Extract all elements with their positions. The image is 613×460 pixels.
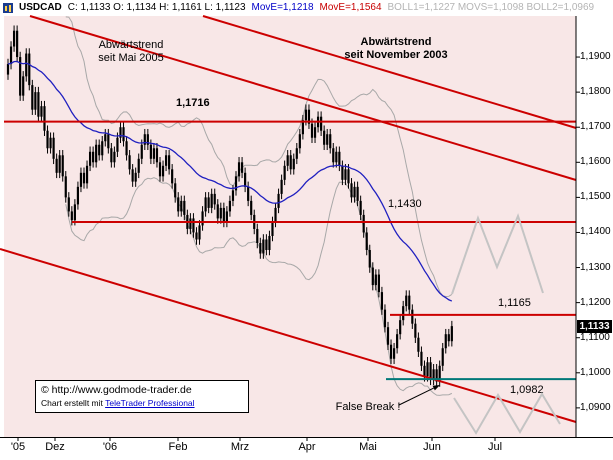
- annotation-trend-nov-2003: seit November 2003: [344, 49, 447, 61]
- y-axis-label: 1,1200: [580, 296, 611, 308]
- x-axis-label: Jul: [487, 441, 503, 453]
- boll-values: BOLL1=1,1227 MOVS=1,1098 BOLL2=1,0969: [387, 2, 595, 13]
- horizontal-levels: 1,1716 1,1430 1,1165 1,0982: [4, 97, 576, 396]
- y-axis-label: 1,1900: [580, 51, 611, 63]
- x-axis-label: Mrz: [230, 441, 250, 453]
- watermark-box: © http://www.godmode-trader.de Chart ers…: [35, 380, 249, 413]
- downtrend-mai-2005-upper: [29, 15, 577, 181]
- y-axis-label: 1,1800: [580, 86, 611, 98]
- x-axis-label: '06: [102, 441, 118, 453]
- watermark-credit: Chart erstellt mit TeleTrader Profession…: [41, 398, 243, 408]
- y-axis-label: 1,1300: [580, 261, 611, 273]
- current-price-tag: 1,1133: [577, 319, 612, 333]
- y-axis-label: 1,0900: [580, 401, 611, 413]
- y-axis-label: 1,1700: [580, 121, 611, 133]
- annotation-trend-mai-2005: seit Mai 2005: [98, 52, 163, 64]
- x-axis-label: Dez: [45, 441, 65, 453]
- watermark-url[interactable]: © http://www.godmode-trader.de: [41, 384, 192, 396]
- y-axis-label: 1,1400: [580, 226, 611, 238]
- level-label-1,1716: 1,1716: [176, 97, 210, 109]
- downtrend-nov-2003: [202, 15, 577, 129]
- x-axis-label: '05: [10, 441, 26, 453]
- annotation-trend-nov-2003: Abwärtstrend: [361, 36, 432, 48]
- x-axis-label: Jun: [423, 441, 441, 453]
- y-axis-label: 1,1000: [580, 366, 611, 378]
- axis-frame: [0, 16, 613, 441]
- watermark-credit-text: Chart erstellt mit: [41, 398, 106, 408]
- downtrend-mai-2005-lower: [0, 248, 577, 423]
- x-axis-label: Apr: [298, 441, 316, 453]
- x-axis-label: Mai: [359, 441, 377, 453]
- candles-layer: [6, 25, 453, 387]
- mov-e2-value: MovE=1,1564: [319, 2, 382, 13]
- x-axis-label: Feb: [168, 441, 188, 453]
- teletrader-link[interactable]: TeleTrader Professional: [105, 398, 195, 408]
- plot-background: [4, 16, 576, 437]
- title-bar: USDCAD C: 1,1133 O: 1,1134 H: 1,1161 L: …: [0, 0, 613, 15]
- moving-average-line: [7, 60, 453, 302]
- projection-paths: [451, 213, 561, 435]
- level-label-1,0982: 1,0982: [510, 384, 544, 396]
- bollinger-lower: [65, 177, 453, 396]
- ohlc-values: C: 1,1133 O: 1,1134 H: 1,1161 L: 1,1123: [67, 2, 246, 13]
- bollinger-bands: [65, 16, 453, 396]
- scenario-upper: [451, 213, 544, 295]
- bollinger-upper: [65, 16, 453, 298]
- y-axis-label: 1,1500: [580, 191, 611, 203]
- level-label-1,1165: 1,1165: [498, 297, 531, 309]
- symbol-label: USDCAD: [19, 2, 62, 13]
- annotation-false-break: False Break !: [336, 401, 401, 413]
- trendlines: [0, 15, 577, 423]
- false-break-arrow: [398, 385, 440, 406]
- y-axis-label: 1,1600: [580, 156, 611, 168]
- scenario-lower: [453, 392, 561, 435]
- level-label-1,1430: 1,1430: [388, 198, 422, 210]
- mov-e1-value: MovE=1,1218: [251, 2, 314, 13]
- annotation-trend-mai-2005: Abwärtstrend: [99, 39, 164, 51]
- app-icon: [3, 2, 13, 13]
- y-axis-label: 1,1100: [580, 331, 610, 343]
